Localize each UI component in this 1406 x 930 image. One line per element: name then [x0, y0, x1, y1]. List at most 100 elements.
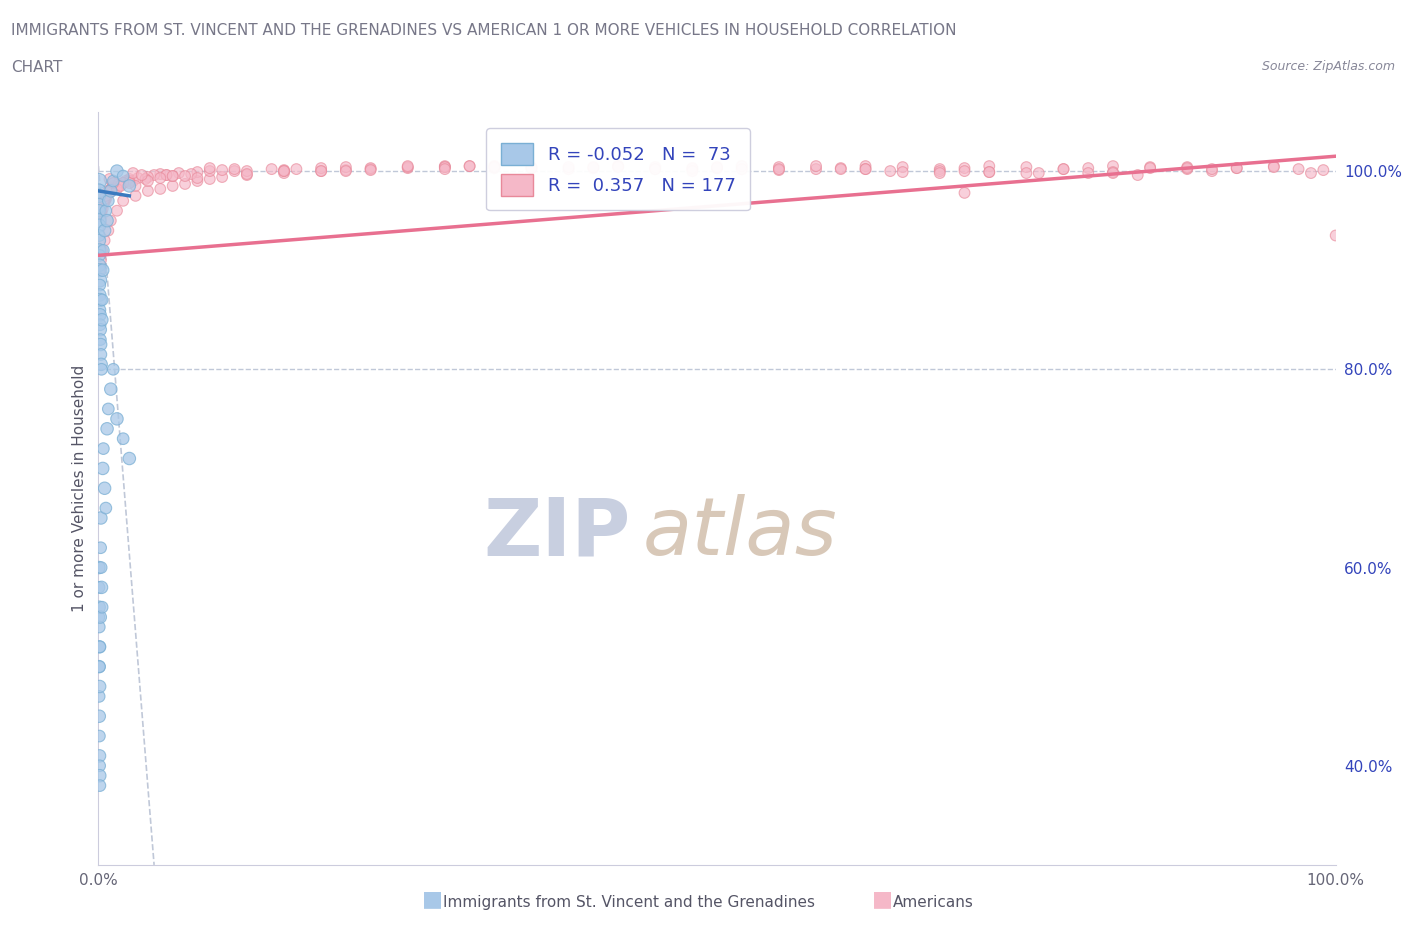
Point [804, 159, 827, 174]
Point [90, 560, 112, 575]
Point [979, 159, 1001, 174]
Point [90, 312, 112, 327]
Point [644, 162, 666, 177]
Point [101, 180, 124, 195]
Point [93, 192, 115, 206]
Point [87, 183, 110, 198]
Point [1201, 164, 1223, 179]
Point [186, 174, 208, 189]
Point [309, 161, 332, 176]
Point [112, 176, 135, 191]
Point [97, 185, 120, 200]
Point [107, 177, 129, 192]
Point [484, 160, 506, 175]
Point [1102, 166, 1125, 180]
Point [90, 357, 112, 372]
Point [143, 167, 166, 182]
Point [89, 640, 111, 655]
Point [273, 164, 295, 179]
Point [1175, 162, 1198, 177]
Point [1102, 159, 1125, 174]
Point [198, 171, 221, 186]
Point [953, 161, 976, 176]
Point [953, 164, 976, 179]
Point [96, 191, 118, 206]
Point [607, 159, 630, 174]
Point [100, 183, 122, 198]
Point [211, 169, 233, 184]
Point [105, 204, 128, 219]
Point [1077, 166, 1099, 180]
Point [520, 160, 543, 175]
Point [1139, 161, 1161, 176]
Point [236, 167, 259, 182]
Point [260, 162, 283, 177]
Point [1052, 162, 1074, 177]
Point [458, 159, 481, 174]
Point [112, 168, 135, 183]
Point [309, 164, 332, 179]
Point [93, 223, 115, 238]
Point [855, 162, 877, 177]
Point [112, 432, 135, 446]
Point [335, 164, 357, 179]
Point [928, 164, 950, 179]
Point [90, 206, 112, 220]
Point [1175, 161, 1198, 176]
Point [134, 171, 156, 186]
Point [118, 176, 141, 191]
Point [236, 164, 259, 179]
Point [90, 337, 112, 352]
Point [582, 160, 605, 175]
Point [105, 411, 128, 426]
Point [93, 195, 115, 210]
Point [174, 177, 197, 192]
Point [124, 179, 146, 193]
Point [285, 162, 308, 177]
Point [89, 749, 111, 764]
Point [520, 161, 543, 176]
Point [103, 179, 125, 193]
Point [87, 198, 110, 213]
Y-axis label: 1 or more Vehicles in Household: 1 or more Vehicles in Household [72, 365, 87, 612]
Point [103, 362, 125, 377]
Text: IMMIGRANTS FROM ST. VINCENT AND THE GRENADINES VS AMERICAN 1 OR MORE VEHICLES IN: IMMIGRANTS FROM ST. VINCENT AND THE GREN… [11, 23, 956, 38]
Point [211, 163, 233, 178]
Point [89, 204, 111, 219]
Point [118, 171, 141, 186]
Point [520, 161, 543, 176]
Point [335, 160, 357, 175]
Point [93, 195, 115, 210]
Point [433, 160, 456, 175]
Point [89, 317, 111, 332]
Point [110, 178, 132, 193]
Point [644, 160, 666, 175]
Point [1263, 160, 1285, 175]
Point [224, 164, 246, 179]
Point [155, 167, 177, 182]
Point [97, 402, 120, 417]
Point [93, 233, 115, 248]
Point [891, 160, 914, 175]
Point [94, 500, 117, 515]
Point [89, 619, 111, 634]
Point [1324, 228, 1347, 243]
Text: Source: ZipAtlas.com: Source: ZipAtlas.com [1261, 60, 1395, 73]
Point [87, 659, 110, 674]
Point [681, 162, 703, 177]
Point [879, 164, 901, 179]
Point [93, 441, 115, 456]
Point [236, 166, 259, 181]
Point [273, 163, 295, 178]
Point [1312, 163, 1334, 178]
Point [87, 580, 110, 595]
Point [97, 223, 120, 238]
Point [105, 181, 128, 196]
Point [103, 176, 125, 191]
Point [91, 198, 114, 213]
Point [89, 322, 111, 337]
Point [89, 263, 111, 278]
Point [706, 161, 728, 176]
Point [1201, 162, 1223, 177]
Point [100, 183, 122, 198]
